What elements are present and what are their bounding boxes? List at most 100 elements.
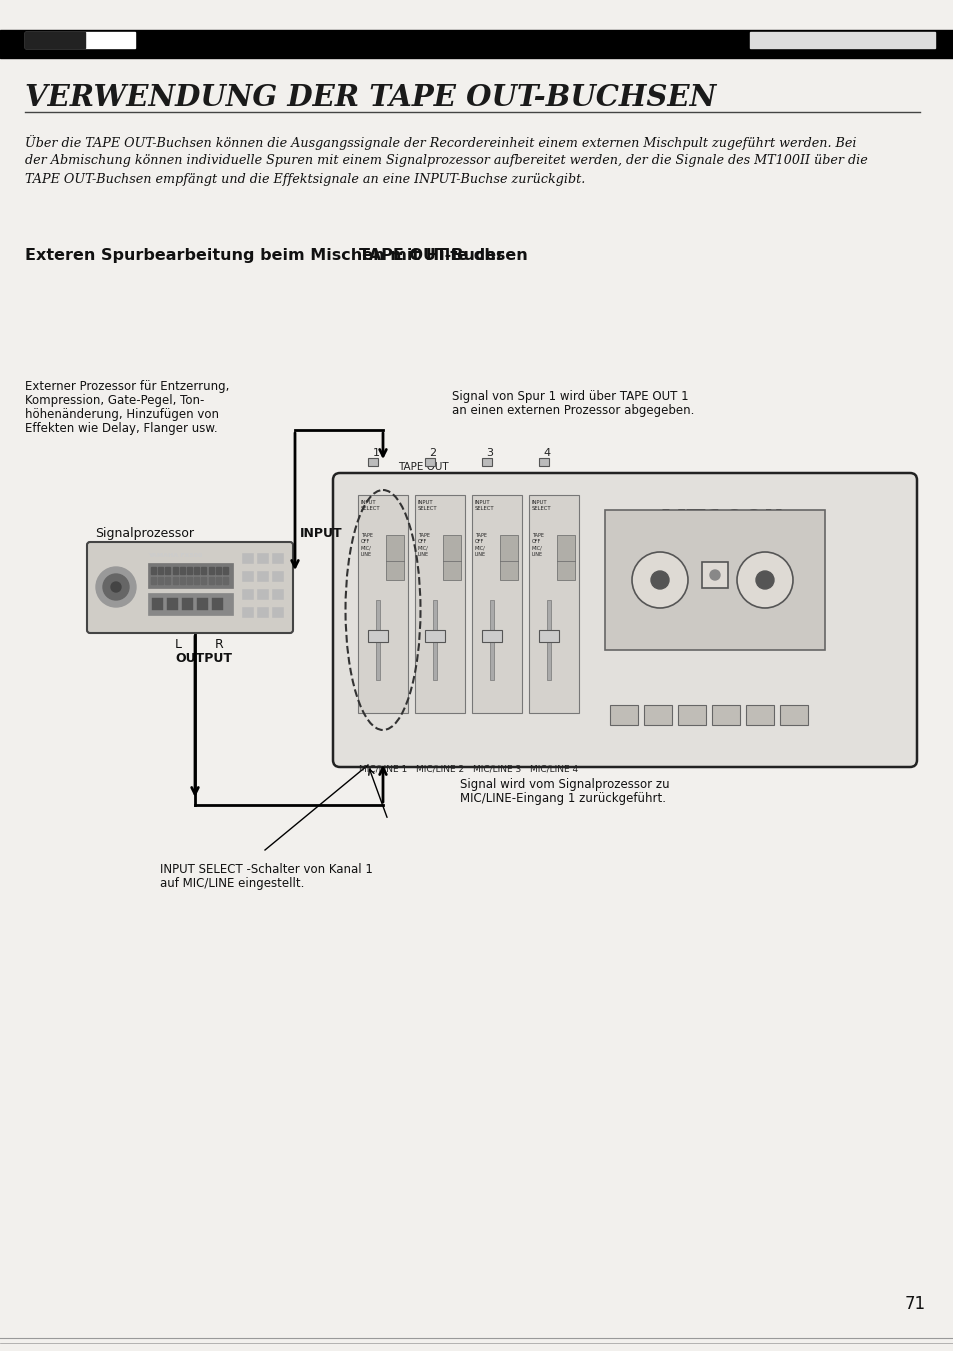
- Text: MIC/LINE 2: MIC/LINE 2: [416, 765, 464, 774]
- Bar: [242, 589, 253, 598]
- Bar: [415, 494, 464, 713]
- Text: 4: 4: [543, 449, 550, 458]
- Bar: [604, 509, 824, 650]
- Text: 3: 3: [486, 449, 493, 458]
- Bar: [499, 535, 517, 580]
- Text: Signal wird vom Signalprozessor zu: Signal wird vom Signalprozessor zu: [459, 778, 669, 790]
- Text: INPUT
SELECT: INPUT SELECT: [360, 500, 380, 511]
- Bar: [201, 577, 206, 584]
- Bar: [780, 705, 807, 725]
- Text: INPUT SELECT -Schalter von Kanal 1: INPUT SELECT -Schalter von Kanal 1: [160, 863, 373, 875]
- Bar: [538, 458, 548, 466]
- Circle shape: [96, 567, 136, 607]
- Text: MIC/LINE-Eingang 1 zurückgeführt.: MIC/LINE-Eingang 1 zurückgeführt.: [459, 792, 665, 805]
- Text: TAPE
OFF
MIC/
LINE: TAPE OFF MIC/ LINE: [532, 534, 543, 557]
- Text: an einen externen Prozessor abgegeben.: an einen externen Prozessor abgegeben.: [452, 404, 694, 417]
- Text: auf MIC/LINE eingestellt.: auf MIC/LINE eingestellt.: [160, 877, 304, 890]
- Bar: [433, 600, 436, 680]
- Bar: [215, 567, 220, 574]
- Bar: [256, 589, 268, 598]
- Bar: [209, 567, 213, 574]
- Bar: [357, 494, 408, 713]
- Text: INPUT: INPUT: [299, 527, 342, 540]
- Circle shape: [650, 571, 668, 589]
- Bar: [172, 567, 177, 574]
- Circle shape: [103, 574, 129, 600]
- FancyBboxPatch shape: [333, 473, 916, 767]
- Bar: [368, 458, 377, 466]
- Bar: [151, 567, 156, 574]
- Circle shape: [709, 570, 720, 580]
- Circle shape: [737, 553, 792, 608]
- Bar: [25, 32, 135, 49]
- Bar: [209, 577, 213, 584]
- Bar: [242, 571, 253, 581]
- Text: TAPE OUT: TAPE OUT: [397, 462, 448, 471]
- Bar: [557, 535, 575, 580]
- Text: der Abmischung können individuelle Spuren mit einem Signalprozessor aufbereitet : der Abmischung können individuelle Spure…: [25, 154, 867, 168]
- Bar: [0, 30, 953, 58]
- Text: 71: 71: [904, 1296, 925, 1313]
- Text: TAPE
OFF
MIC/
LINE: TAPE OFF MIC/ LINE: [417, 534, 430, 557]
- Text: OUTPUT: OUTPUT: [174, 653, 232, 665]
- Bar: [538, 630, 558, 642]
- Text: 2: 2: [429, 449, 436, 458]
- Bar: [223, 567, 228, 574]
- Text: R: R: [214, 638, 224, 651]
- Bar: [223, 577, 228, 584]
- Text: INPUT
SELECT: INPUT SELECT: [417, 500, 437, 511]
- Circle shape: [755, 571, 773, 589]
- Bar: [386, 535, 403, 580]
- Text: Exteren Spurbearbeitung beim Mischen mit Hilfe der: Exteren Spurbearbeitung beim Mischen mit…: [25, 249, 509, 263]
- Text: TAPE
OFF
MIC/
LINE: TAPE OFF MIC/ LINE: [360, 534, 373, 557]
- Bar: [256, 607, 268, 617]
- Bar: [424, 630, 444, 642]
- Text: TAPE OUT-Buchsen: TAPE OUT-Buchsen: [358, 249, 527, 263]
- Bar: [609, 705, 638, 725]
- Bar: [745, 705, 773, 725]
- Text: Über die TAPE OUT-Buchsen können die Ausgangssignale der Recordereinheit einem e: Über die TAPE OUT-Buchsen können die Aus…: [25, 135, 856, 150]
- Bar: [167, 598, 178, 611]
- Bar: [201, 567, 206, 574]
- Text: Externer Prozessor für Entzerrung,: Externer Prozessor für Entzerrung,: [25, 380, 229, 393]
- Text: Signal von Spur 1 wird über TAPE OUT 1: Signal von Spur 1 wird über TAPE OUT 1: [452, 390, 688, 403]
- Bar: [678, 705, 705, 725]
- Bar: [711, 705, 740, 725]
- Bar: [643, 705, 671, 725]
- Bar: [165, 577, 171, 584]
- Bar: [187, 577, 192, 584]
- Bar: [148, 593, 233, 615]
- Text: Effekten wie Delay, Flanger usw.: Effekten wie Delay, Flanger usw.: [25, 422, 217, 435]
- Circle shape: [631, 553, 687, 608]
- Text: TAPE
OFF
MIC/
LINE: TAPE OFF MIC/ LINE: [475, 534, 486, 557]
- Bar: [272, 553, 283, 563]
- Bar: [490, 600, 494, 680]
- Bar: [368, 630, 388, 642]
- Text: MT100II: MT100II: [659, 508, 784, 536]
- Bar: [242, 553, 253, 563]
- Text: L: L: [174, 638, 182, 651]
- Bar: [212, 598, 223, 611]
- Bar: [215, 577, 220, 584]
- Bar: [25, 32, 85, 49]
- Text: INPUT
SELECT: INPUT SELECT: [475, 500, 494, 511]
- Bar: [472, 494, 521, 713]
- Bar: [424, 458, 435, 466]
- Bar: [194, 577, 199, 584]
- Bar: [158, 567, 163, 574]
- Text: TAPE OUT-Buchsen empfängt und die Effektsignale an eine INPUT-Buchse zurückgibt.: TAPE OUT-Buchsen empfängt und die Effekt…: [25, 173, 584, 186]
- Bar: [242, 607, 253, 617]
- Bar: [481, 630, 501, 642]
- Bar: [375, 600, 379, 680]
- Bar: [256, 553, 268, 563]
- Bar: [194, 567, 199, 574]
- Bar: [442, 535, 460, 580]
- Bar: [256, 571, 268, 581]
- Bar: [165, 567, 171, 574]
- Text: MIC/LINE 1: MIC/LINE 1: [358, 765, 407, 774]
- Text: höhenänderung, Hinzufügen von: höhenänderung, Hinzufügen von: [25, 408, 219, 422]
- Bar: [701, 562, 727, 588]
- Text: VERWENDUNG DER TAPE OUT-BUCHSEN: VERWENDUNG DER TAPE OUT-BUCHSEN: [25, 84, 716, 112]
- Bar: [529, 494, 578, 713]
- Text: INPUT
SELECT: INPUT SELECT: [532, 500, 551, 511]
